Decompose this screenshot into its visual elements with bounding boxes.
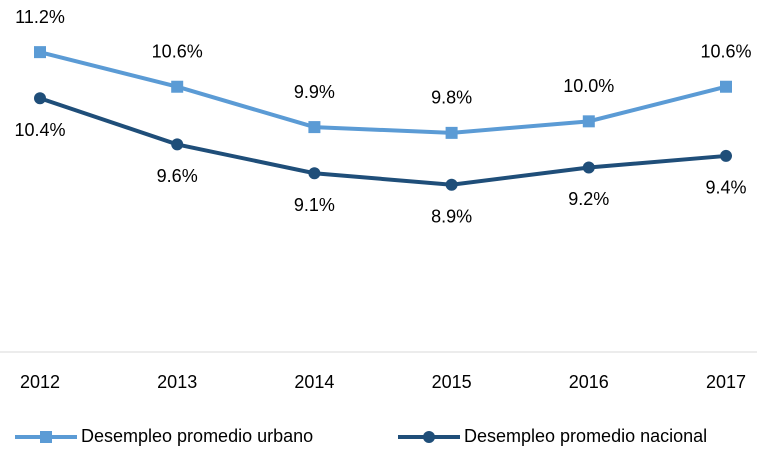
legend-marker — [40, 431, 52, 443]
x-tick-label: 2015 — [432, 372, 472, 392]
marker — [582, 161, 595, 174]
legend-marker — [423, 431, 435, 443]
line — [39, 96, 727, 187]
marker — [171, 138, 184, 151]
data-label: 9.4% — [705, 178, 746, 198]
marker — [582, 115, 595, 128]
marker — [445, 178, 458, 191]
x-tick-label: 2017 — [706, 372, 746, 392]
data-label: 8.9% — [431, 207, 472, 227]
data-label: 9.9% — [294, 82, 335, 102]
marker — [34, 92, 46, 105]
marker — [171, 80, 184, 93]
legend-label: Desempleo promedio nacional — [464, 426, 707, 446]
data-label: 10.6% — [700, 41, 751, 61]
data-label: 11.2% — [15, 7, 65, 27]
legend-label: Desempleo promedio urbano — [81, 426, 313, 446]
data-label: 9.1% — [294, 195, 335, 215]
marker — [445, 126, 458, 139]
marker — [34, 46, 46, 59]
data-label: 10.6% — [152, 41, 203, 61]
x-tick-label: 2013 — [157, 372, 197, 392]
data-label: 10.0% — [563, 76, 614, 96]
data-label: 9.6% — [157, 166, 198, 186]
marker — [720, 80, 732, 93]
x-tick-label: 2016 — [569, 372, 609, 392]
marker — [720, 149, 732, 162]
data-label: 9.8% — [431, 88, 472, 108]
data-label: 10.4% — [14, 120, 65, 140]
x-tick-label: 2014 — [294, 372, 334, 392]
data-label: 9.2% — [568, 189, 609, 209]
x-tick-label: 2012 — [20, 372, 60, 392]
marker — [308, 167, 321, 180]
line — [39, 50, 727, 135]
marker — [308, 121, 321, 134]
